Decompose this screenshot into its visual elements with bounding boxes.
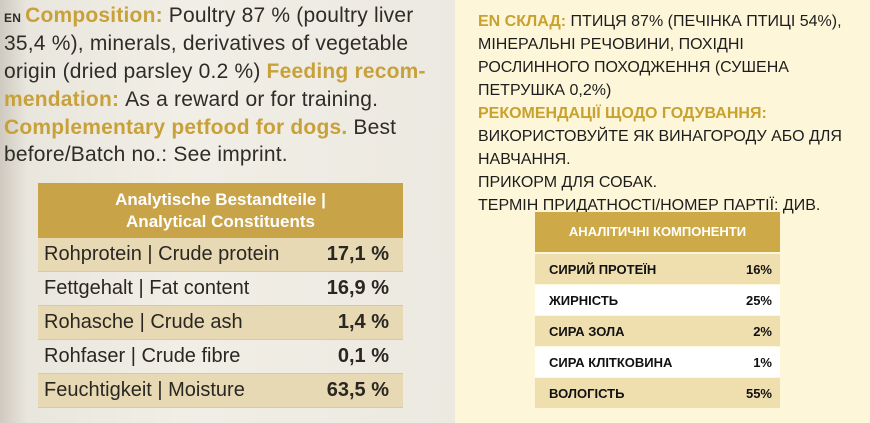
composition-line: origin (dried parsley 0.2 %) Feeding reco… — [4, 60, 432, 84]
row-value: 17,1 % — [326, 243, 389, 265]
translation-table-header: АНАЛІТИЧНІ КОМПОНЕНТИ — [535, 212, 780, 252]
composition-line: Complementary petfood for dogs. Best — [4, 116, 402, 140]
text-segment: origin (dried parsley 0.2 %) — [4, 60, 261, 83]
header-line: Analytische Bestandteile | — [115, 190, 326, 209]
row-label: Rohprotein | Crude protein — [44, 243, 280, 265]
row-value: 63,5 % — [326, 379, 389, 401]
row-value: 1% — [753, 354, 772, 370]
composition-label: EN СКЛАД: — [478, 13, 567, 30]
photo-table: Analytische Bestandteile | Analytical Co… — [38, 183, 403, 408]
table-row: СИРА КЛІТКОВИНА 1% — [535, 347, 780, 377]
row-label: ЖИРНІСТЬ — [549, 292, 619, 308]
translation-lines: ВИКОРИСТОВУЙТЕ ЯК ВИНАГОРОДУ АБО ДЛЯ НАВ… — [478, 125, 858, 217]
table-row: СИРА ЗОЛА 2% — [535, 316, 780, 346]
row-value: 0,1 % — [337, 345, 389, 367]
photo-table-body: Rohprotein | Crude protein 17,1 % Fettgeha… — [38, 238, 403, 408]
row-value: 1,4 % — [337, 311, 389, 333]
text-segment: before/Batch no.: See imprint. — [4, 143, 288, 166]
row-label: Fettgehalt | Fat content — [44, 277, 250, 299]
row-value: 25% — [745, 292, 772, 308]
row-value: 16% — [745, 261, 772, 277]
translation-table-body: СИРИЙ ПРОТЕЇН 16% ЖИРНІСТЬ 25% СИРА ЗОЛА 2% СИ… — [535, 254, 780, 408]
text-segment: Feeding recom- — [266, 60, 426, 83]
composition: ПТИЦЯ 87% (ПЕЧІНКА ПТИЦІ 54%), МІНЕРАЛЬН… — [478, 13, 842, 99]
row-label: СИРА КЛІТКОВИНА — [549, 354, 673, 370]
feeding-label: РЕКОМЕНДАЦІЇ ЩОДО ГОДУВАННЯ: — [478, 105, 767, 122]
row-label: СИРИЙ ПРОТЕЇН — [549, 261, 657, 277]
table-row: СИРИЙ ПРОТЕЇН 16% — [535, 254, 780, 284]
text-segment: EN — [4, 11, 22, 25]
table-row: Fettgehalt | Fat content 16,9 % — [38, 272, 403, 306]
text-line: ТЕРМІН ПРИДАТНОСТІ/НОМЕР ПАРТІЇ: ДИВ. — [478, 197, 821, 214]
row-label: СИРА ЗОЛА — [549, 323, 625, 339]
row-label: Feuchtigkeit | Moisture — [44, 379, 245, 401]
table-row: Rohprotein | Crude protein 17,1 % — [38, 238, 403, 272]
table-row: Rohasche | Crude ash 1,4 % — [38, 306, 403, 340]
text-segment: As a reward or for training. — [125, 88, 379, 111]
text-segment: Composition: — [25, 4, 163, 27]
text-segment: Poultry 87 % (poultry liver — [168, 4, 414, 27]
header-line: Analytical Constituents — [126, 212, 315, 231]
translation-panel: EN СКЛАД: ПТИЦЯ 87% (ПЕЧІНКА ПТИЦІ 54%),… — [455, 0, 870, 423]
text-segment: 35,4 %), minerals, derivatives of vegeta… — [4, 32, 409, 55]
text-line: ПРИКОРМ ДЛЯ СОБАК. — [478, 174, 658, 191]
translation-text: EN СКЛАД: ПТИЦЯ 87% (ПЕЧІНКА ПТИЦІ 54%),… — [478, 10, 858, 217]
row-value: 16,9 % — [326, 277, 389, 299]
table-row: ЖИРНІСТЬ 25% — [535, 285, 780, 315]
text-line: ВИКОРИСТОВУЙТЕ ЯК ВИНАГОРОДУ АБО ДЛЯ НАВ… — [478, 128, 842, 168]
table-row: ВОЛОГІСТЬ 55% — [535, 378, 780, 408]
translation-table: АНАЛІТИЧНІ КОМПОНЕНТИ СИРИЙ ПРОТЕЇН 16% ЖИ… — [535, 212, 780, 409]
table-row: Rohfaser | Crude fibre 0,1 % — [38, 340, 403, 374]
row-label: Rohfaser | Crude fibre — [44, 345, 241, 367]
text-segment: Complementary petfood for dogs. — [4, 116, 348, 139]
row-label: Rohasche | Crude ash — [44, 311, 243, 333]
composition-line: 35,4 %), minerals, derivatives of vegeta… — [4, 32, 414, 56]
composition-line: mendation: As a reward or for training. — [4, 88, 384, 112]
text-segment: mendation: — [4, 88, 120, 111]
photo-table-header: Analytische Bestandteile | Analytical Co… — [38, 183, 403, 238]
text-segment: Best — [353, 116, 397, 139]
table-row: Feuchtigkeit | Moisture 63,5 % — [38, 374, 403, 408]
label-photo: EN Composition: Poultry 87 % (poultry live… — [0, 0, 455, 423]
row-value: 55% — [745, 385, 772, 401]
row-label: ВОЛОГІСТЬ — [549, 385, 625, 401]
row-value: 2% — [753, 323, 772, 339]
composition-line: before/Batch no.: See imprint. — [4, 143, 294, 167]
composition-line: EN Composition: Poultry 87 % (poultry live… — [4, 4, 419, 28]
